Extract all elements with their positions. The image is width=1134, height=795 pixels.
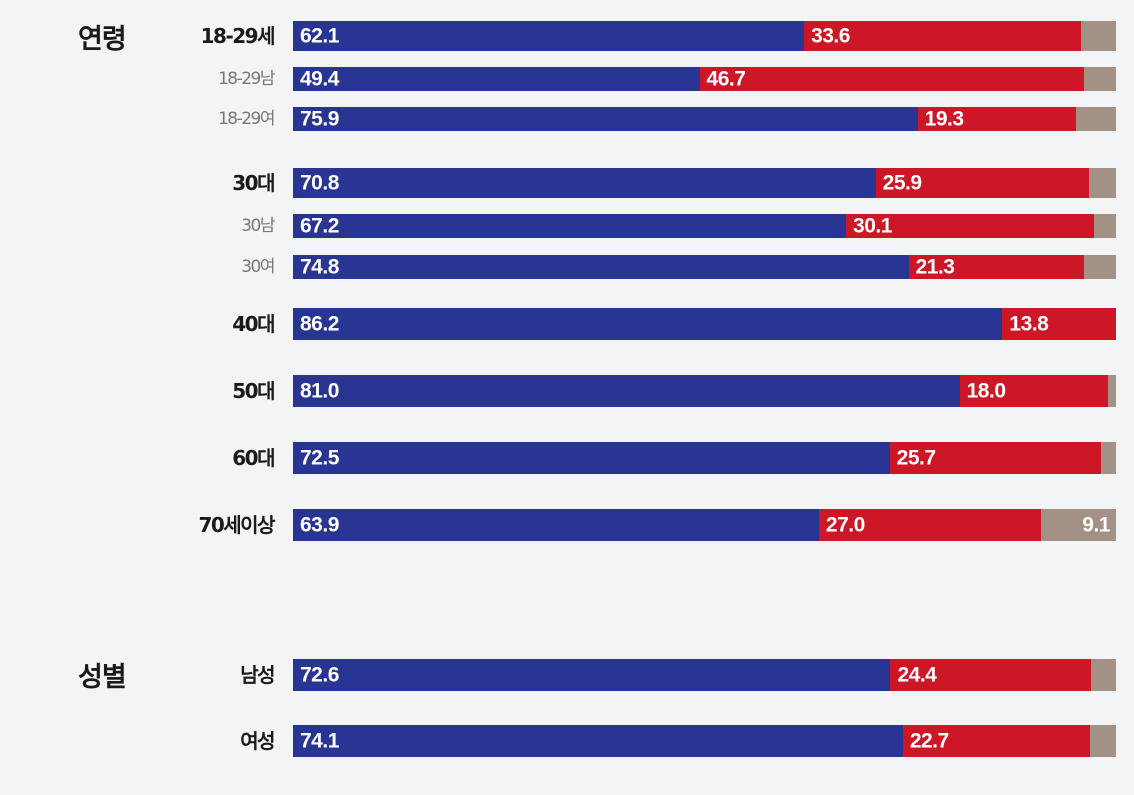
bar-row: 72.6 24.4 (293, 659, 1116, 691)
value-label: 27.0 (825, 513, 865, 537)
row-label: 18-29세 (200, 24, 276, 48)
bar-segment-blue: 67.2 (293, 214, 847, 238)
value-label: 86.2 (300, 312, 339, 336)
value-label: 24.4 (897, 663, 937, 687)
row-label: 남성 (240, 663, 275, 687)
bar-segment-gray (1088, 168, 1116, 198)
bar-row: 74.1 22.7 (293, 725, 1116, 757)
value-label: 25.7 (896, 446, 936, 470)
value-label: 33.6 (811, 24, 850, 48)
bar-row: 49.4 46.7 (293, 67, 1116, 91)
bar-segment-red: 19.3 (917, 107, 1077, 131)
bar-segment-gray (1080, 21, 1116, 51)
bar-segment-gray: 9.1 (1041, 509, 1116, 541)
bar-segment-blue: 74.1 (293, 725, 903, 757)
value-label: 30.1 (853, 214, 892, 238)
row-label: 30대 (232, 171, 275, 195)
bar-segment-red: 25.9 (875, 168, 1089, 198)
value-label: 75.9 (300, 107, 339, 131)
bar-segment-blue: 70.8 (293, 168, 876, 198)
row-label: 18-29여 (217, 109, 276, 129)
value-label: 18.0 (966, 379, 1006, 403)
value-label: 46.7 (706, 67, 746, 91)
bar-segment-red: 22.7 (902, 725, 1090, 757)
bar-segment-blue: 86.2 (293, 308, 1003, 340)
value-label: 67.2 (300, 214, 339, 238)
row-label: 60대 (232, 446, 275, 470)
value-label: 13.8 (1009, 312, 1049, 336)
bar-row: 63.9 27.0 9.1 (293, 509, 1116, 541)
bar-row: 67.2 30.1 (293, 214, 1116, 238)
bar-row: 70.8 25.9 (293, 168, 1116, 198)
value-label: 74.8 (300, 255, 339, 279)
bar-row: 72.5 25.7 (293, 442, 1116, 474)
value-label: 49.4 (300, 67, 339, 91)
bar-segment-blue: 81.0 (293, 375, 960, 407)
value-label: 21.3 (915, 255, 955, 279)
bar-segment-red: 13.8 (1002, 308, 1116, 340)
value-label: 74.1 (300, 729, 339, 753)
bar-segment-blue: 74.8 (293, 255, 909, 279)
bar-segment-blue: 72.6 (293, 659, 891, 691)
bar-segment-gray (1089, 725, 1116, 757)
value-label: 9.1 (1082, 513, 1110, 537)
bar-segment-red: 18.0 (959, 375, 1108, 407)
bar-segment-red: 27.0 (818, 509, 1042, 541)
value-label: 63.9 (300, 513, 339, 537)
bar-segment-gray (1101, 442, 1116, 474)
group-label: 연령 (78, 24, 127, 55)
value-label: 62.1 (300, 24, 339, 48)
value-label: 70.8 (300, 171, 339, 195)
row-label: 50대 (232, 379, 275, 403)
value-label: 22.7 (909, 729, 949, 753)
row-label: 70세이상 (198, 513, 275, 537)
bar-segment-gray (1091, 659, 1116, 691)
value-label: 81.0 (300, 379, 339, 403)
value-label: 72.5 (300, 446, 339, 470)
bar-segment-red: 30.1 (846, 214, 1094, 238)
bar-segment-red: 25.7 (889, 442, 1102, 474)
bar-segment-gray (1083, 255, 1116, 279)
bar-segment-red: 21.3 (908, 255, 1084, 279)
bar-segment-blue: 49.4 (293, 67, 700, 91)
bar-row: 81.0 18.0 (293, 375, 1116, 407)
bar-segment-blue: 62.1 (293, 21, 805, 51)
row-label: 18-29남 (217, 69, 276, 89)
bar-row: 75.9 19.3 (293, 107, 1116, 131)
bar-segment-red: 33.6 (804, 21, 1081, 51)
bar-segment-gray (1093, 214, 1116, 238)
bar-segment-blue: 63.9 (293, 509, 819, 541)
row-label: 30남 (241, 216, 275, 236)
row-label: 여성 (240, 729, 275, 753)
bar-segment-gray (1107, 375, 1116, 407)
row-label: 30여 (241, 257, 275, 277)
row-label: 40대 (232, 312, 275, 336)
bar-segment-red: 46.7 (699, 67, 1084, 91)
bar-segment-gray (1076, 107, 1116, 131)
bar-segment-gray (1083, 67, 1116, 91)
group-label: 성별 (78, 662, 127, 693)
bar-row: 62.1 33.6 (293, 21, 1116, 51)
bar-row: 74.8 21.3 (293, 255, 1116, 279)
value-label: 25.9 (882, 171, 922, 195)
bar-segment-blue: 72.5 (293, 442, 890, 474)
value-label: 72.6 (300, 663, 339, 687)
bar-row: 86.2 13.8 (293, 308, 1116, 340)
bar-segment-blue: 75.9 (293, 107, 918, 131)
bar-segment-red: 24.4 (890, 659, 1092, 691)
value-label: 19.3 (924, 107, 964, 131)
